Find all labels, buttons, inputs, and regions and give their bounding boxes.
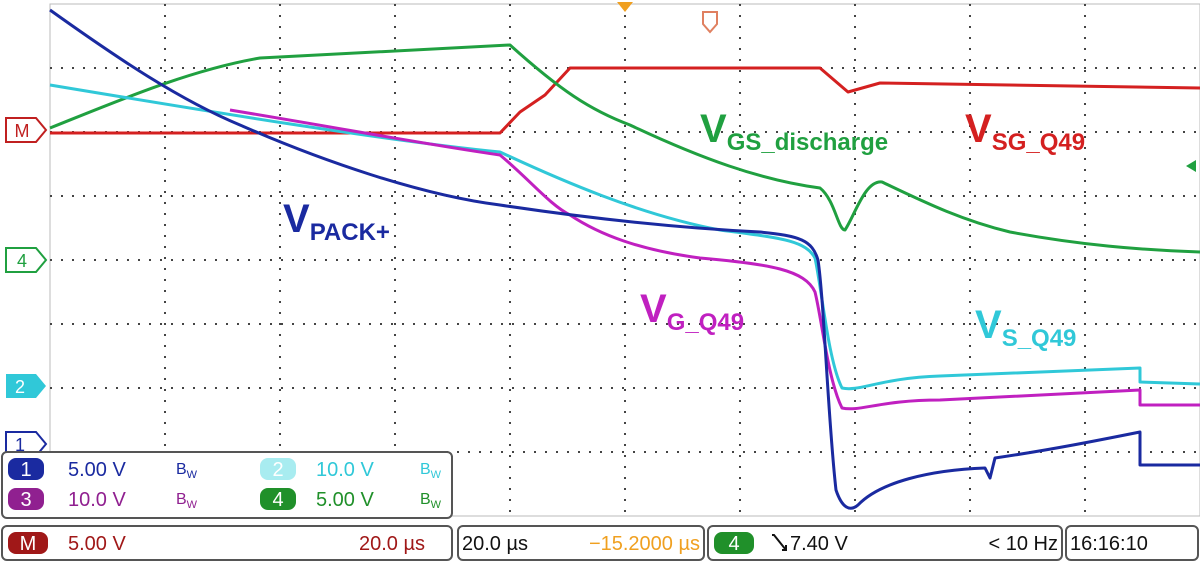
math-scale: 5.00 V	[68, 533, 126, 555]
bandwidth-limit: BW	[176, 461, 198, 481]
channel-id: 2	[272, 459, 283, 481]
trace-vgs-discharge	[49, 43, 1200, 254]
timebase: 20.0 µs	[462, 533, 528, 555]
trace-vpack	[49, 8, 1200, 510]
marker-text: 1	[15, 435, 25, 455]
trace-label: VG_Q49	[640, 287, 744, 336]
trigger-badge	[714, 532, 754, 554]
delay: −15.2000 µs	[589, 533, 700, 555]
channel-2: 2 10.0 V BW	[260, 458, 442, 481]
channel-id: 1	[20, 459, 31, 481]
ch2-marker	[6, 374, 46, 398]
channel-scale: 5.00 V	[316, 489, 374, 511]
trace-label: VS_Q49	[975, 303, 1076, 352]
channel-scale: 5.00 V	[68, 459, 126, 481]
channel-badge	[260, 488, 296, 510]
math-badge	[8, 532, 48, 554]
bandwidth-limit: BW	[420, 461, 442, 481]
offscreen-marker	[1186, 160, 1196, 172]
ch4-marker	[5, 247, 48, 273]
bandwidth-limit: BW	[420, 491, 442, 511]
trigger-level: 7.40 V	[790, 533, 848, 555]
math-panel	[1, 525, 453, 561]
marker-text: 4	[17, 251, 27, 271]
clock-panel	[1065, 525, 1199, 561]
graticule	[50, 4, 1200, 516]
trigger-panel	[707, 525, 1063, 561]
trigger-frequency: < 10 Hz	[989, 533, 1058, 555]
channel-id: 3	[20, 489, 31, 511]
math-marker	[5, 117, 48, 143]
channel-id: 4	[272, 489, 283, 511]
channel-4: 4 5.00 V BW	[260, 488, 442, 511]
channel-1: 1 5.00 V BW	[8, 458, 198, 481]
math-time: 20.0 µs	[359, 533, 425, 555]
trace-sg-q49	[50, 66, 1200, 135]
marker-text: M	[15, 121, 30, 141]
trace-vg-q49	[229, 108, 1200, 411]
channel-3: 3 10.0 V BW	[8, 488, 198, 511]
channel-badge	[8, 458, 44, 480]
channel-scale: 10.0 V	[316, 459, 374, 481]
trigger-marker	[702, 11, 718, 34]
trigger-position-marker	[617, 2, 633, 12]
channel-badge	[8, 488, 44, 510]
status-bar: M 5.00 V 20.0 µs 20.0 µs −15.2000 µs 4 7…	[1, 525, 1199, 561]
trigger-slope-icon	[772, 534, 787, 551]
trace-label: VPACK+	[283, 197, 390, 246]
channel-panel	[1, 451, 453, 519]
channel-badge	[260, 458, 296, 480]
bandwidth-limit: BW	[176, 491, 198, 511]
trigger-source: 4	[728, 533, 739, 555]
marker-text: 2	[15, 377, 25, 397]
channel-scale: 10.0 V	[68, 489, 126, 511]
math-id: M	[20, 533, 37, 555]
trace-label: VGS_discharge	[700, 107, 888, 156]
trace-label: VSG_Q49	[965, 107, 1085, 156]
clock: 16:16:10	[1070, 533, 1148, 555]
timebase-panel	[457, 525, 705, 561]
